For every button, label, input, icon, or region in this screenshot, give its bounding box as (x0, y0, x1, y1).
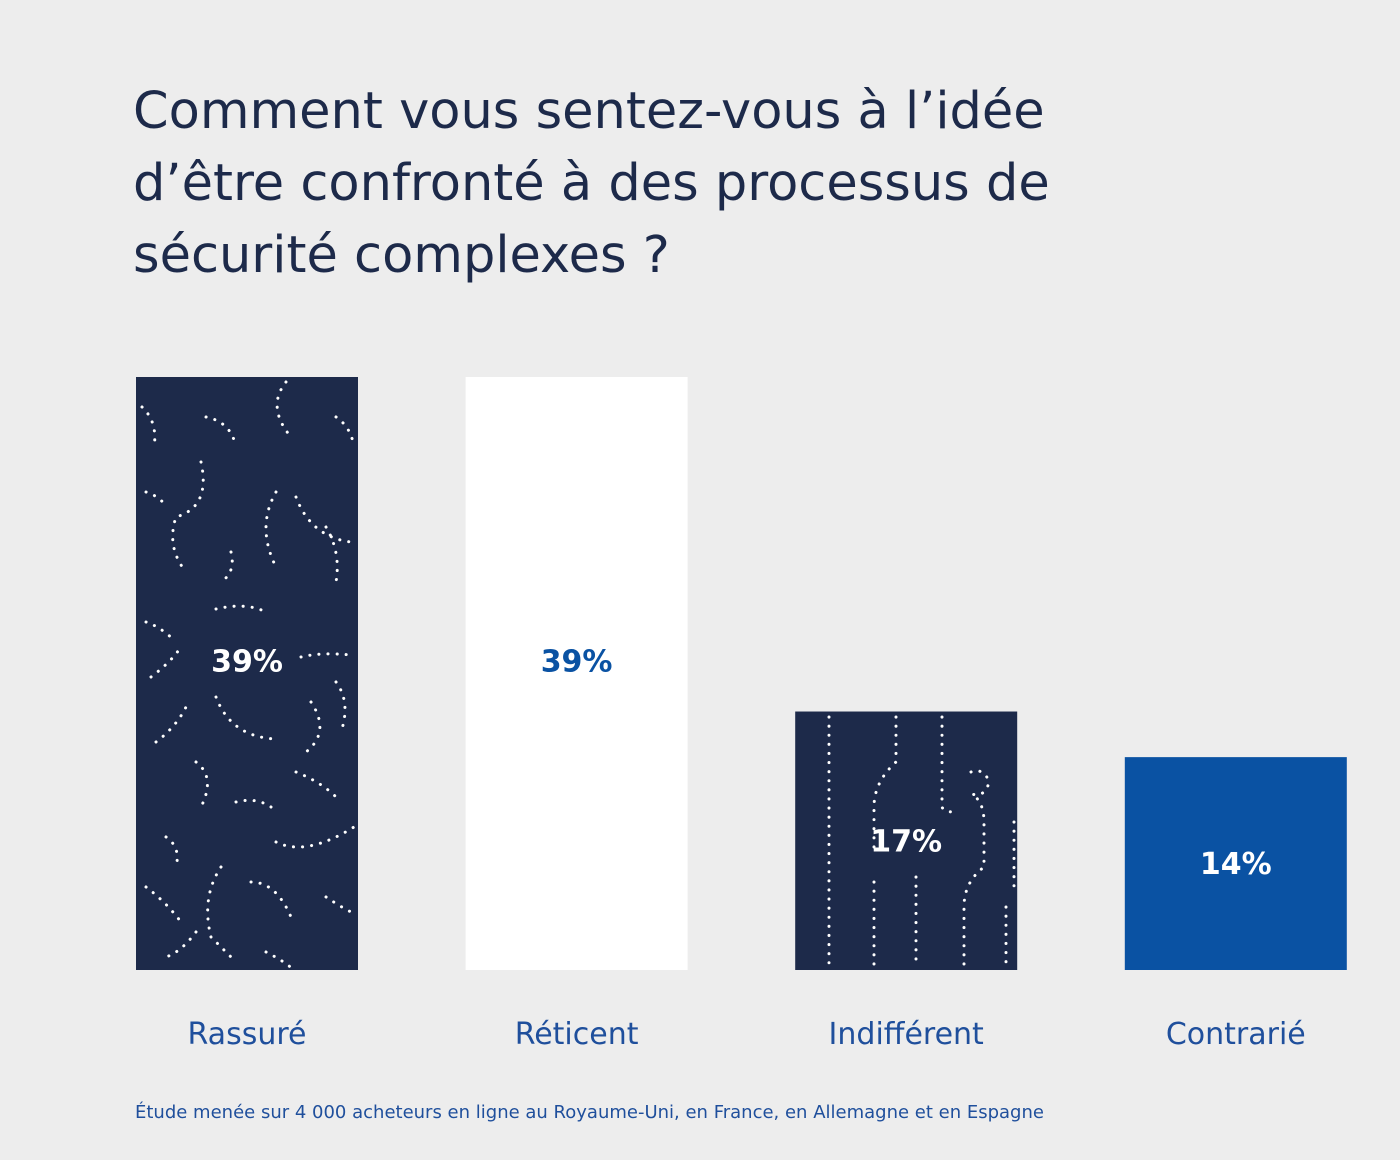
category-label-3: Contrarié (1166, 1017, 1306, 1052)
footnote: Étude menée sur 4 000 acheteurs en ligne… (135, 1102, 1044, 1123)
value-label-3: 14% (1200, 847, 1272, 882)
bar-0 (136, 377, 358, 970)
bar-2 (795, 711, 1018, 970)
category-label-2: Indifférent (829, 1017, 985, 1052)
bar-1 (465, 377, 688, 970)
category-label-0: Rassuré (188, 1017, 307, 1052)
bar-3 (1124, 757, 1347, 970)
chart-title: Comment vous sentez-vous à l’idée d’être… (133, 82, 1050, 285)
value-label-2: 17% (870, 824, 942, 859)
value-label-1: 39% (541, 645, 613, 680)
value-label-0: 39% (211, 645, 283, 680)
category-label-1: Réticent (515, 1017, 639, 1052)
